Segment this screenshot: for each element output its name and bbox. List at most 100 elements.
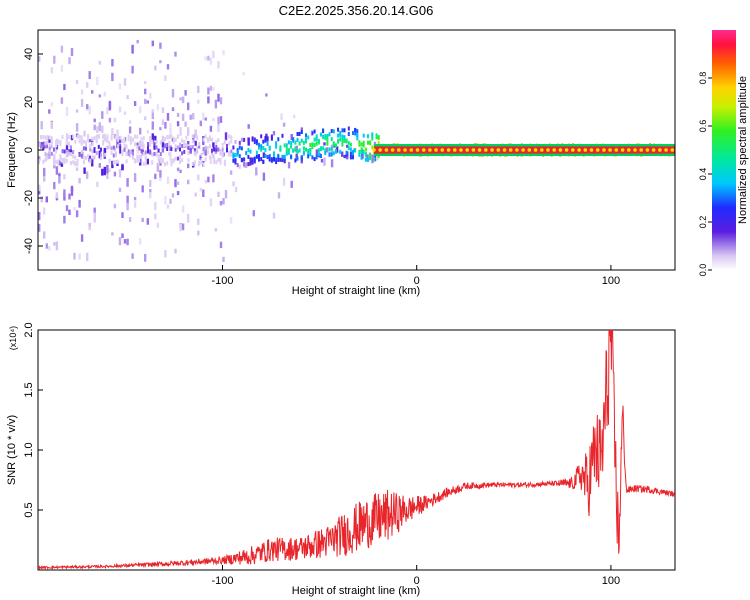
spectrogram-cell [189, 149, 192, 154]
spectrogram-noise-cell [78, 177, 81, 184]
spectrogram-cell [249, 149, 252, 154]
spectrogram-noise-cell [151, 40, 154, 47]
snr-y-tick-label: 2.0 [23, 322, 35, 337]
spectrogram-noise-cell [202, 112, 205, 120]
spectrogram-cell [80, 141, 83, 146]
spectrogram-noise-cell [91, 158, 94, 167]
spectrogram-noise-cell [88, 222, 91, 227]
spectrogram-cell [232, 158, 235, 163]
spectrogram-cell [136, 134, 139, 139]
spectrogram-noise-cell [53, 55, 56, 64]
spectrogram-cell [281, 133, 284, 138]
spectrogram-band-dot [670, 148, 675, 152]
spectrogram-band-dot [496, 148, 501, 152]
spectrogram-cell [268, 145, 271, 150]
spectrogram-cell [72, 134, 75, 139]
spectrogram-y-tick-label: -20 [23, 190, 35, 206]
spectrogram-noise-cell [113, 134, 117, 139]
spectrogram-cell [91, 136, 94, 141]
spectrogram-cell [221, 147, 224, 152]
spectrogram-cell [245, 151, 248, 156]
spectrogram-cell [260, 157, 263, 162]
spectrogram-cell [313, 157, 316, 162]
spectrogram-cell [377, 135, 380, 140]
spectrogram-cell [149, 142, 152, 147]
spectrogram-noise-cell [50, 102, 53, 107]
spectrogram-cell [228, 134, 231, 139]
spectrogram-cell [347, 146, 350, 151]
spectrogram-band-dot [453, 148, 457, 152]
spectrogram-cell [236, 163, 239, 168]
spectrogram-cell [358, 152, 361, 157]
spectrogram-noise-cell [234, 186, 238, 193]
spectrogram-noise-cell [247, 137, 250, 146]
spectrogram-noise-cell [343, 154, 346, 159]
spectrogram-cell [67, 141, 70, 146]
spectrogram-noise-cell [111, 72, 114, 82]
spectrogram-noise-cell [219, 201, 223, 205]
spectrogram-cell [330, 137, 333, 142]
spectrogram-cell [59, 142, 62, 146]
spectrogram-noise-cell [65, 205, 69, 212]
spectrogram-cell [202, 147, 205, 151]
spectrogram-cell [85, 146, 87, 151]
spectrogram-cell [140, 154, 143, 159]
spectrogram-cell [157, 161, 160, 166]
spectrogram-noise-cell [179, 169, 182, 174]
spectrogram-noise-cell [93, 124, 96, 131]
spectrogram-noise-cell [131, 253, 134, 259]
spectrogram-cell [354, 128, 357, 133]
spectrogram-cell [181, 158, 184, 163]
spectrogram-cell [362, 140, 365, 145]
spectrogram-cell [360, 142, 363, 147]
spectrogram-band-dot [490, 148, 494, 152]
spectrogram-cell [142, 151, 145, 156]
spectrogram-noise-cell [139, 127, 142, 135]
spectrogram-cell [153, 143, 156, 148]
spectrogram-cell [166, 161, 169, 166]
spectrogram-noise-cell [58, 173, 61, 177]
spectrogram-noise-cell [86, 82, 89, 88]
spectrogram-cell [234, 160, 237, 165]
spectrogram-cell [123, 147, 126, 152]
spectrogram-noise-cell [295, 145, 298, 153]
spectrogram-cell [228, 141, 231, 146]
spectrogram-band-dot [546, 148, 550, 152]
spectrogram-band-dot [664, 148, 668, 152]
spectrogram-cell [149, 136, 152, 140]
spectrogram-cell [80, 137, 83, 142]
spectrogram-noise-cell [93, 212, 96, 222]
spectrogram-noise-cell [166, 64, 170, 70]
spectrogram-noise-cell [133, 173, 137, 182]
spectrogram-cell [247, 154, 250, 159]
spectrogram-cell [61, 149, 64, 154]
spectrogram-cell [324, 148, 327, 153]
spectrogram-cell [121, 151, 124, 156]
spectrogram-cell [200, 160, 203, 165]
spectrogram-band-dot [571, 148, 575, 152]
spectrogram-band-dot [502, 148, 507, 152]
spectrogram-cell [315, 134, 318, 139]
spectrogram-noise-cell [192, 113, 195, 120]
spectrogram-noise-cell [197, 230, 200, 236]
spectrogram-cell [285, 150, 288, 155]
spectrogram-cell [322, 146, 325, 151]
spectrogram-cell [48, 143, 51, 148]
spectrogram-noise-cell [144, 253, 147, 262]
spectrogram-band-dot [415, 148, 420, 152]
spectrogram-cell [208, 135, 211, 140]
spectrogram-noise-cell [280, 113, 283, 121]
spectrogram-noise-cell [116, 139, 119, 148]
spectrogram-noise-cell [80, 234, 84, 242]
spectrogram-cell [206, 145, 209, 150]
spectrogram-noise-cell [156, 104, 160, 111]
spectrogram-noise-cell [108, 168, 112, 172]
spectrogram-y-tick-label: -40 [23, 238, 35, 254]
spectrogram-cell [320, 146, 322, 151]
spectrogram-cell [76, 159, 79, 164]
spectrogram-cell [249, 159, 252, 164]
spectrogram-noise-cell [141, 217, 144, 222]
spectrogram-cell [371, 136, 374, 141]
spectrogram-noise-cell [320, 158, 324, 163]
spectrogram-noise-cell [207, 55, 210, 61]
